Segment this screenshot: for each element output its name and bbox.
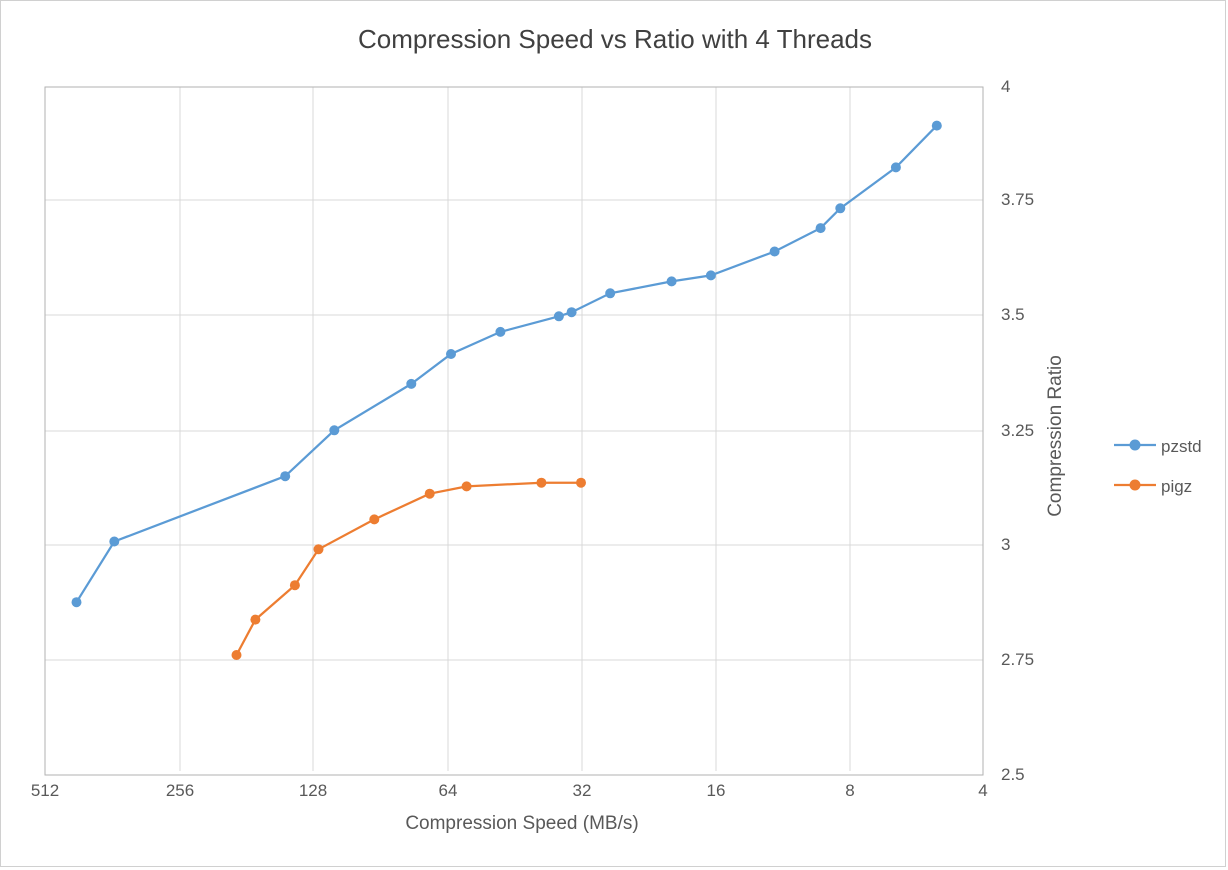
svg-text:3.25: 3.25 (1001, 421, 1034, 440)
svg-text:32: 32 (573, 781, 592, 800)
svg-text:512: 512 (31, 781, 59, 800)
svg-text:128: 128 (299, 781, 327, 800)
svg-text:64: 64 (439, 781, 458, 800)
svg-text:16: 16 (707, 781, 726, 800)
svg-text:Compression Speed (MB/s): Compression Speed (MB/s) (405, 813, 638, 834)
svg-text:2.5: 2.5 (1001, 765, 1025, 784)
svg-text:4: 4 (978, 781, 987, 800)
svg-text:8: 8 (845, 781, 854, 800)
svg-text:3: 3 (1001, 535, 1010, 554)
svg-text:3.5: 3.5 (1001, 305, 1025, 324)
svg-text:pzstd: pzstd (1161, 437, 1202, 456)
svg-text:pigz: pigz (1161, 477, 1192, 496)
svg-text:2.75: 2.75 (1001, 650, 1034, 669)
svg-text:4: 4 (1001, 77, 1010, 96)
svg-text:3.75: 3.75 (1001, 190, 1034, 209)
svg-text:Compression Ratio: Compression Ratio (1045, 355, 1066, 517)
svg-text:256: 256 (166, 781, 194, 800)
